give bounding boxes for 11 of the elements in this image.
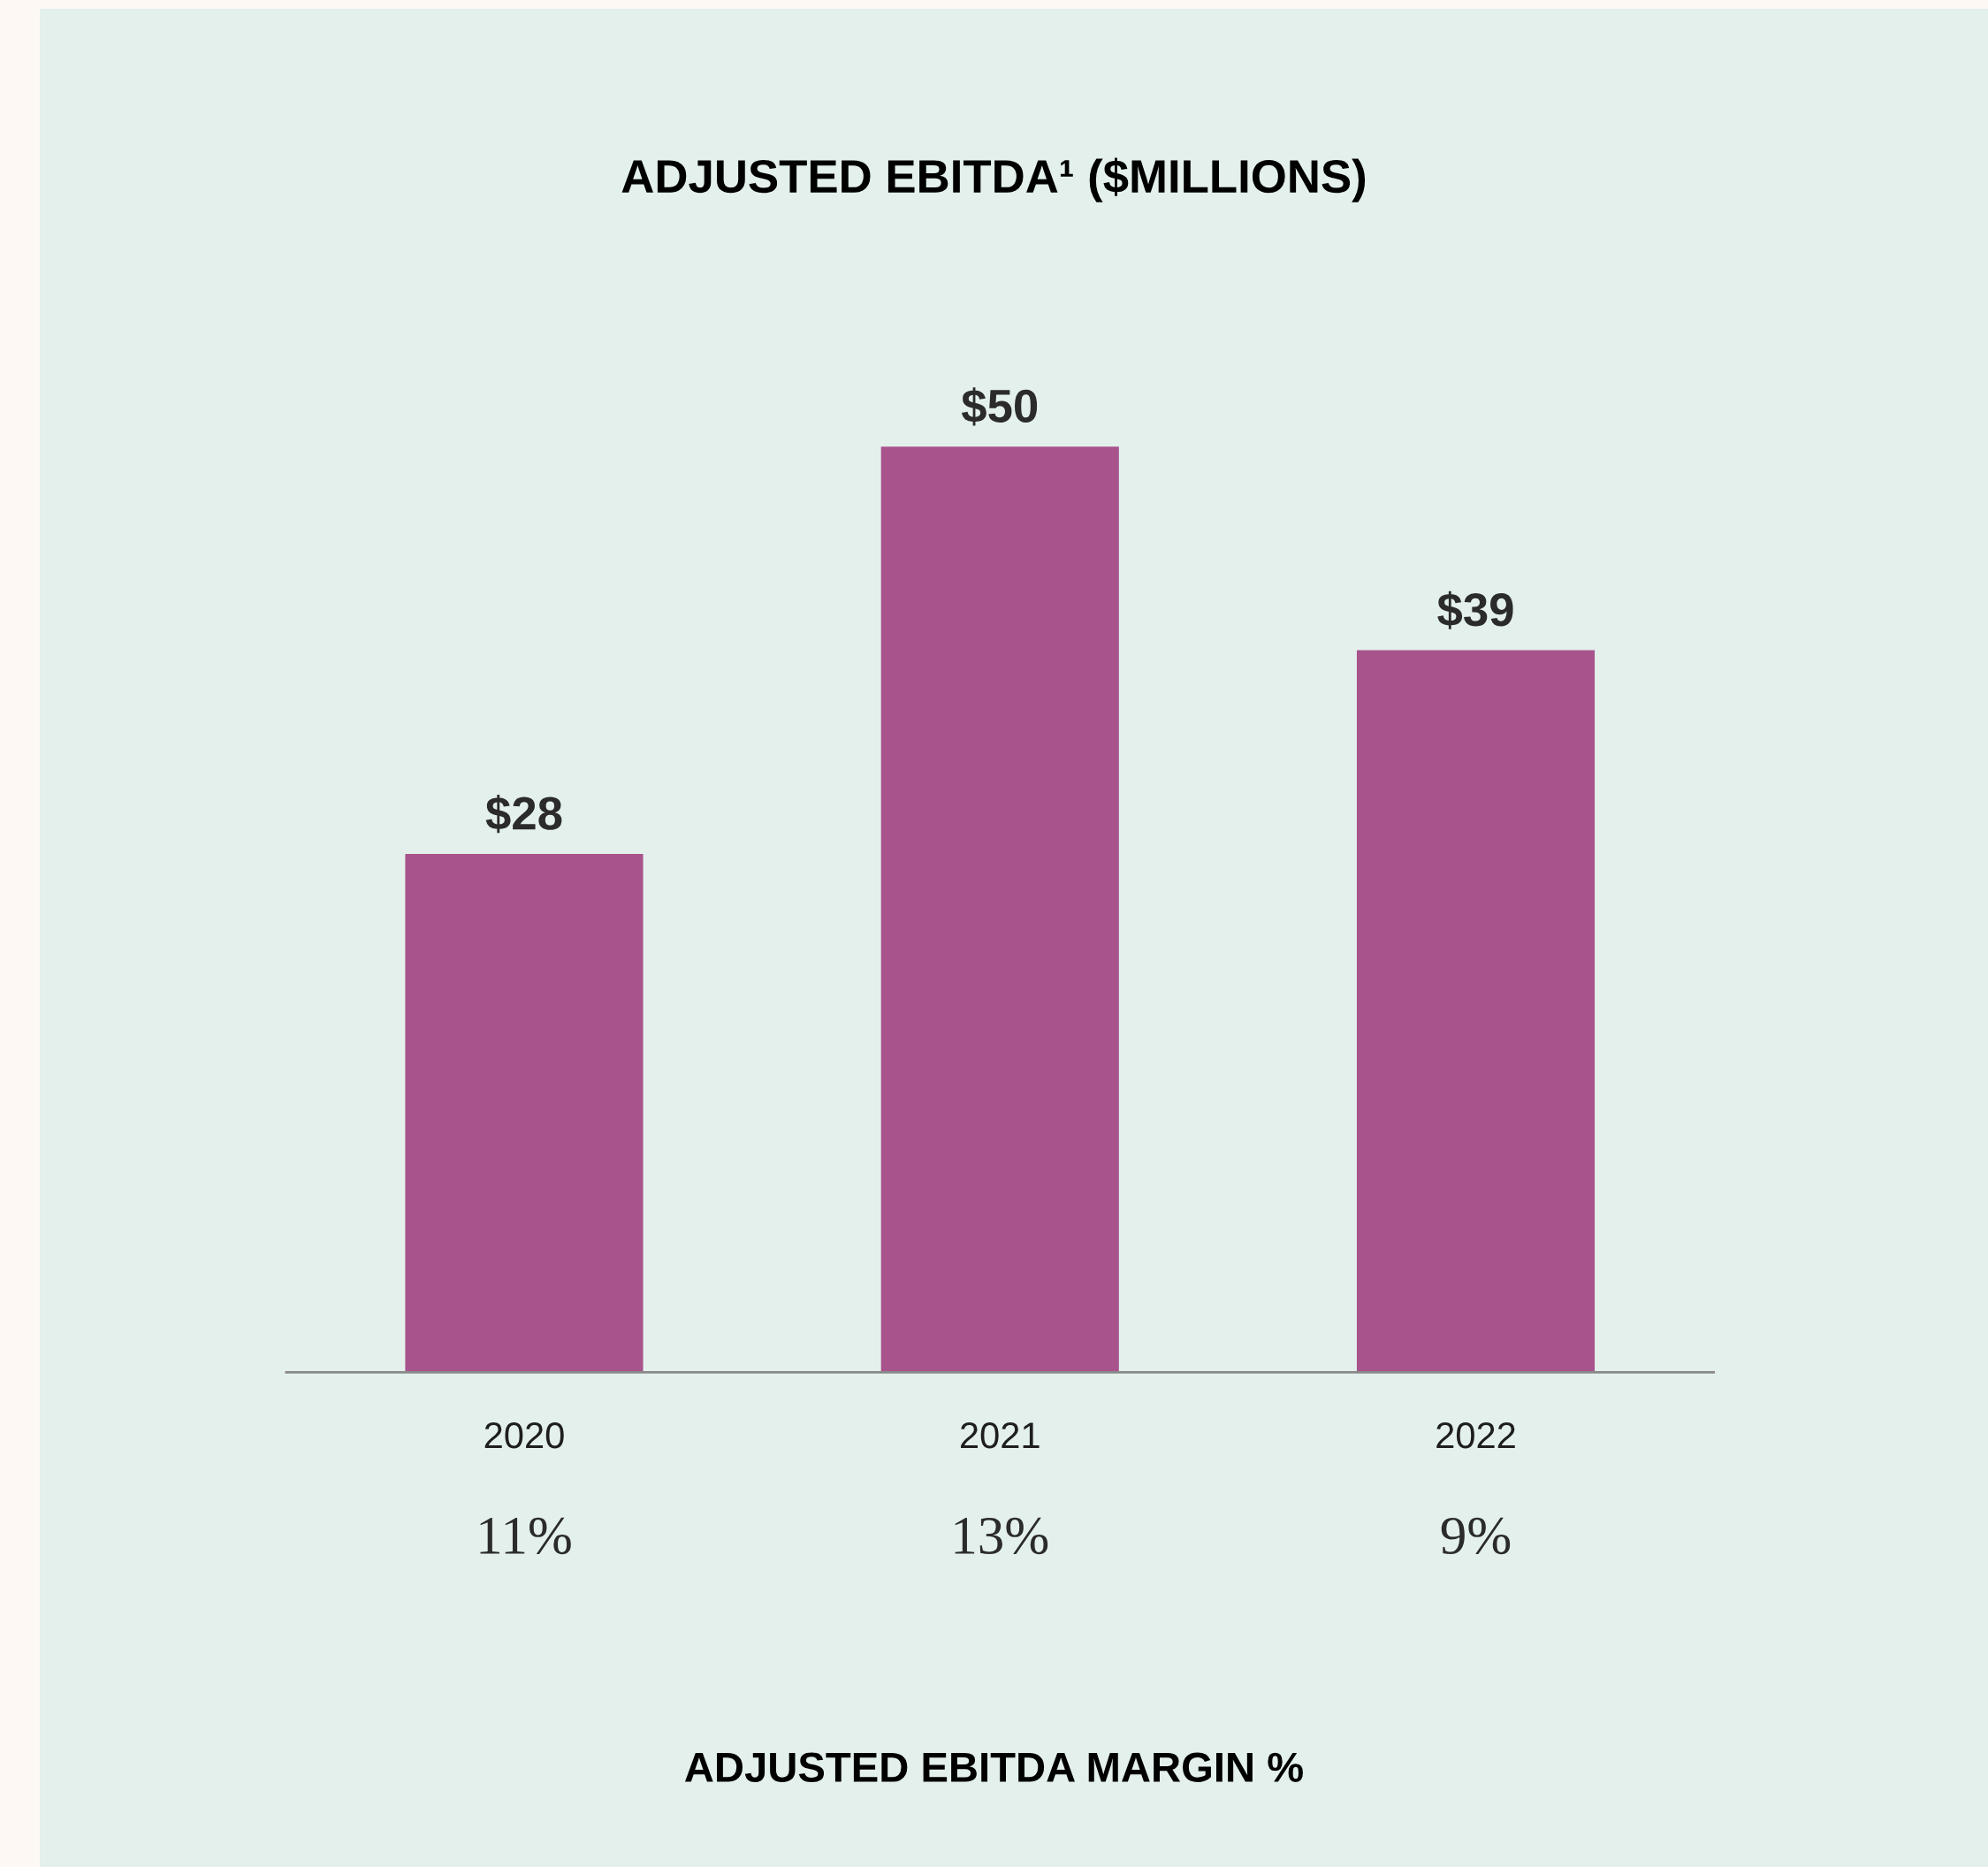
text: 9% — [1441, 1517, 1511, 1555]
text: 13% — [955, 1517, 1048, 1555]
chart-title: ADJUSTED EBITDA¹ ($MILLIONS) — [621, 157, 1366, 202]
x-tick-label: 2022 — [1436, 1421, 1515, 1449]
data-label: $39 — [1437, 591, 1513, 629]
x-tick-label: 2021 — [961, 1421, 1040, 1449]
data-label: $28 — [485, 795, 562, 834]
data-label: $50 — [961, 387, 1038, 426]
text: ADJUSTED EBITDA MARGIN % — [685, 1752, 1303, 1782]
x-tick-label: 2020 — [484, 1421, 564, 1449]
text: 11% — [480, 1517, 571, 1555]
